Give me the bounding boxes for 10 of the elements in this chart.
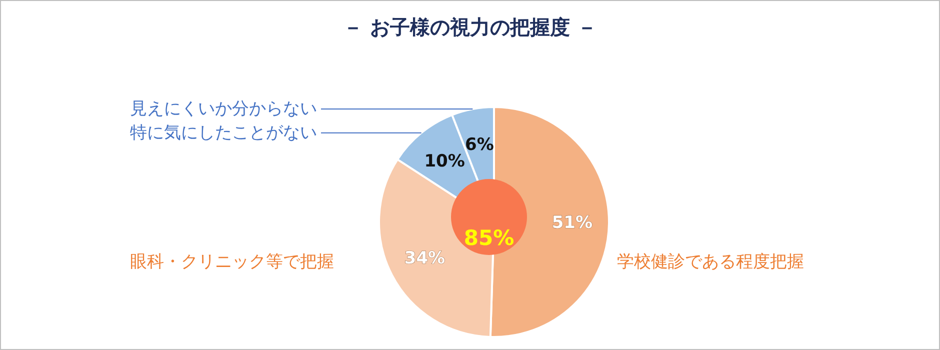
text: 85%: [464, 226, 514, 250]
data-label: 6%: [465, 135, 494, 156]
slice-label: 見えにくいか分からない: [130, 98, 317, 119]
slice-label: 学校健診である程度把握: [617, 252, 804, 272]
data-label: 51%: [552, 213, 593, 234]
data-label: 10%: [424, 151, 465, 172]
chart-title: － お子様の視力の把握度 －: [342, 14, 598, 41]
slice-label: 眼科・クリニック等で把握: [130, 252, 334, 272]
slice-label: 特に気にしたことがない: [130, 122, 317, 143]
data-label: 34%: [404, 248, 446, 268]
